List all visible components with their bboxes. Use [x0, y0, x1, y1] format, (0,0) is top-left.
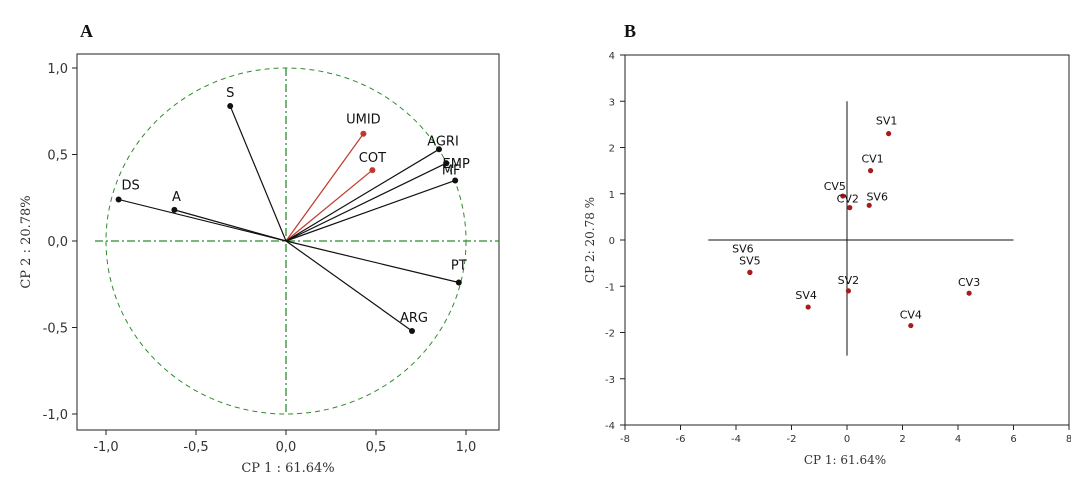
chart-a: -1,0 -0,5 0,0 0,5 1,0 1,0 0,5 0,0 -0,5 -1,0 S UMI… [19, 53, 500, 476]
y-tick-label: 4 [609, 51, 615, 62]
chart-b-x-label: CP 1: 61.64% [804, 453, 886, 467]
vector-label-pt: PT [451, 259, 467, 274]
vector-tip-arg [409, 327, 415, 334]
vector-label-arg: ARG [400, 311, 428, 326]
vector-tip-ds [115, 196, 122, 203]
y-tick-label: -0,5 [43, 322, 68, 337]
vector-emp [285, 162, 447, 242]
x-tick-label: -8 [620, 434, 630, 445]
vector-tip-umid [360, 130, 367, 137]
x-tick-label: 0,5 [366, 440, 387, 455]
chart-b-y-label: CP 2: 20.78 % [583, 197, 597, 283]
y-tick-label: -2 [605, 329, 615, 340]
chart-a-y-ticks: 1,0 0,5 0,0 -0,5 -1,0 [43, 62, 77, 423]
x-tick-label: 0 [844, 434, 850, 445]
chart-a-y-label: CP 2 : 20.78% [19, 195, 34, 288]
point-cv5 [840, 193, 846, 199]
point-label-cv4: CV4 [900, 309, 922, 322]
y-tick-label: 1,0 [47, 62, 68, 77]
point-label-cv1: CV1 [861, 153, 883, 166]
y-tick-label: -1 [605, 282, 615, 293]
point-label-cv5: CV5 [824, 180, 846, 193]
vector-label-umid: UMID [346, 113, 381, 128]
vector-tip-pt [455, 279, 462, 286]
y-tick-label: 1 [609, 190, 615, 201]
x-tick-label: -2 [787, 434, 797, 445]
vector-tip-a [171, 206, 178, 213]
point-label-cv3: CV3 [958, 276, 980, 289]
vector-label-emp: EMP [443, 157, 470, 172]
point-label-sv6: SV6 [866, 190, 888, 203]
y-tick-label: -4 [605, 421, 615, 432]
vector-label-cot: COT [359, 151, 386, 166]
vector-label-mf: MF [442, 163, 461, 178]
chart-a-x-ticks: -1,0 -0,5 0,0 0,5 1,0 [93, 430, 476, 455]
x-tick-label: 1,0 [456, 440, 477, 455]
y-tick-label: -1,0 [43, 408, 68, 423]
vector-umid [285, 133, 364, 242]
point-sv5 [747, 269, 753, 275]
chart-b-y-ticks: 4 3 2 1 0 -1 -2 -3 -4 [605, 51, 625, 432]
point-sv6 [866, 202, 872, 208]
vector-label-s: S [226, 86, 234, 101]
point-cv1 [867, 168, 874, 174]
y-tick-label: 2 [609, 144, 615, 155]
point-cv3 [966, 290, 972, 296]
y-tick-label: 3 [609, 97, 615, 108]
vector-a [174, 209, 287, 242]
vector-label-agri: AGRI [427, 134, 459, 149]
point-label-sv4: SV4 [795, 289, 817, 302]
x-tick-label: -0,5 [183, 440, 208, 455]
vector-tip-mf [452, 177, 459, 184]
vector-tip-emp [443, 160, 450, 167]
vector-mf [285, 179, 456, 242]
point-sv2 [845, 288, 851, 294]
panel-a-label: A [80, 21, 93, 41]
point-sv4 [805, 304, 811, 310]
point-label-sv6: SV6 [732, 242, 754, 255]
vector-tip-agri [436, 146, 442, 153]
chart-b-x-ticks: -8 -6 -4 -2 0 2 4 6 8 [620, 425, 1071, 445]
vector-cot [285, 169, 373, 242]
vector-label-a: A [172, 190, 181, 205]
point-label-sv1: SV1 [876, 115, 898, 128]
point-sv1 [886, 131, 892, 137]
point-cv2 [847, 205, 853, 211]
x-tick-label: 6 [1010, 434, 1016, 445]
y-tick-label: -3 [605, 375, 615, 386]
vector-agri [285, 148, 440, 242]
chart-b: -8 -6 -4 -2 0 2 4 6 8 4 3 2 1 0 -1 -2 -3 -4 SV1 CV1 CV5CV2… [583, 51, 1071, 467]
vector-tip-cot [369, 167, 376, 174]
x-tick-label: 8 [1066, 434, 1071, 445]
y-tick-label: 0 [609, 236, 615, 247]
x-tick-label: 4 [955, 434, 961, 445]
vector-arg [285, 240, 413, 332]
vector-label-ds: DS [121, 178, 139, 193]
y-tick-label: 0,5 [47, 149, 68, 164]
vector-pt [285, 240, 459, 284]
point-cv4 [908, 322, 914, 329]
vector-ds [118, 198, 287, 242]
x-tick-label: -4 [731, 434, 741, 445]
chart-a-x-label: CP 1 : 61.64% [241, 461, 334, 476]
point-label-sv5: SV5 [739, 254, 761, 267]
x-tick-label: 0,0 [276, 440, 297, 455]
vector-s [229, 105, 287, 242]
chart-a-frame [76, 53, 500, 431]
x-tick-label: -1,0 [93, 440, 118, 455]
point-label-sv2: SV2 [838, 274, 860, 287]
x-tick-label: -6 [676, 434, 686, 445]
x-tick-label: 2 [899, 434, 905, 445]
panel-b-label: B [624, 21, 636, 41]
point-label-cv2: CV2 [837, 193, 859, 206]
vector-tip-s [227, 103, 234, 110]
y-tick-label: 0,0 [47, 235, 68, 250]
